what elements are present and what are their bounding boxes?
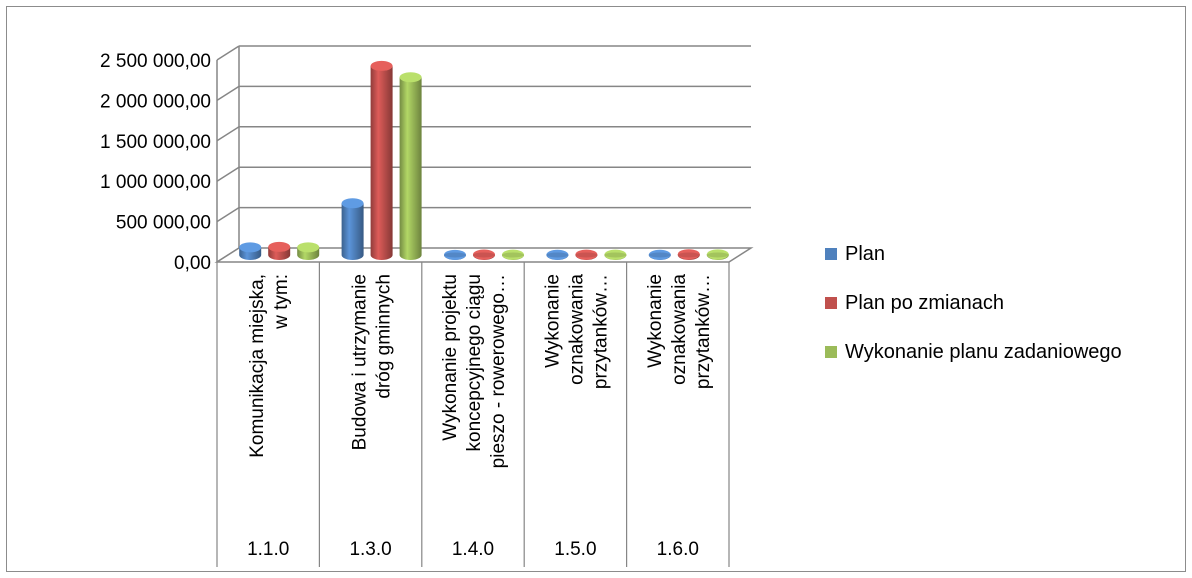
bar [546, 249, 569, 260]
wall-gridline [216, 126, 240, 142]
bar [444, 249, 466, 260]
y-tick-label: 1 500 000,00 [100, 132, 211, 153]
bar [473, 249, 495, 260]
category-label: oznakowania [669, 274, 690, 385]
bar [239, 242, 262, 260]
bar-top [297, 242, 320, 253]
category-label: oznakowania [566, 274, 587, 385]
wall-gridline [216, 45, 240, 61]
bar-top [341, 198, 364, 209]
y-tick-label: 0,00 [174, 253, 211, 274]
category-label: w tym: [271, 274, 292, 330]
legend-swatch-plan [825, 248, 837, 260]
bar-stub [648, 252, 671, 258]
category-code: 1.3.0 [349, 539, 391, 560]
legend-item-wykonanie: Wykonanie planu zadaniowego [825, 338, 1122, 366]
bar [604, 249, 627, 260]
bar-body [399, 77, 422, 261]
legend-swatch-plan-po-zmianach [825, 297, 837, 309]
legend-item-plan: Plan [825, 240, 1122, 268]
bar-chart: 0,00 500 000,00 1 000 000,00 1 500 000,00 2 … [100, 45, 754, 567]
legend-label-plan: Plan [845, 242, 886, 265]
bar-stub [575, 252, 598, 258]
bar [706, 249, 729, 260]
bar-stub [604, 252, 627, 258]
bar-top [399, 72, 422, 83]
bar-stub [546, 252, 569, 258]
bar-stub [473, 252, 495, 258]
bar [677, 249, 700, 260]
wall-gridline [216, 166, 240, 182]
bar-stub [444, 252, 466, 258]
category-label: Komunikacja miejska, [247, 274, 268, 458]
category-label: Wykonanie projektu [440, 274, 461, 441]
bar [648, 249, 671, 260]
category-label: przytanków… [693, 274, 714, 389]
bar-top [370, 60, 393, 71]
legend: Plan Plan po zmianach Wykonanie planu za… [825, 240, 1122, 387]
category-label: przytanków… [590, 274, 611, 389]
category-code: 1.4.0 [452, 539, 494, 560]
bar [502, 249, 524, 260]
bar [297, 242, 320, 260]
category-label: Budowa i utrzymanie [350, 274, 371, 450]
bar [370, 60, 393, 261]
labels: 0,00 500 000,00 1 000 000,00 1 500 000,00 2 … [100, 51, 714, 560]
bar-stub [677, 252, 700, 258]
legend-swatch-wykonanie [825, 346, 837, 358]
bar [575, 249, 598, 260]
chart-frame: 0,00 500 000,00 1 000 000,00 1 500 000,00 2 … [6, 6, 1186, 572]
bar-body [341, 203, 364, 260]
category-code: 1.5.0 [554, 539, 596, 560]
bar-stub [502, 252, 524, 258]
category-label: Wykonanie [542, 274, 563, 368]
grid [216, 45, 751, 263]
category-label: dróg gminnych [374, 274, 395, 399]
category-code: 1.1.0 [247, 539, 289, 560]
legend-item-plan-po-zmianach: Plan po zmianach [825, 289, 1122, 317]
bar-top [239, 242, 262, 253]
y-tick-label: 2 500 000,00 [100, 51, 211, 72]
wall-gridline [216, 206, 240, 223]
bar [268, 241, 291, 260]
y-tick-label: 2 000 000,00 [100, 91, 211, 112]
legend-label-wykonanie: Wykonanie planu zadaniowego [845, 340, 1122, 363]
bar [399, 72, 422, 261]
category-code: 1.6.0 [657, 539, 699, 560]
y-tick-label: 1 000 000,00 [100, 172, 211, 193]
bar-top [268, 241, 291, 252]
bar [341, 198, 364, 260]
category-label: pieszo - rowerowego… [488, 274, 509, 468]
bar-stub [706, 252, 729, 258]
legend-label-plan-po-zmianach: Plan po zmianach [845, 291, 1004, 314]
y-tick-label: 500 000,00 [116, 213, 211, 234]
category-label: Wykonanie [645, 274, 666, 368]
category-label: koncepcyjnego ciągu [464, 274, 485, 451]
bars [239, 60, 729, 261]
wall-gridline [216, 85, 240, 102]
bar-body [370, 65, 393, 261]
